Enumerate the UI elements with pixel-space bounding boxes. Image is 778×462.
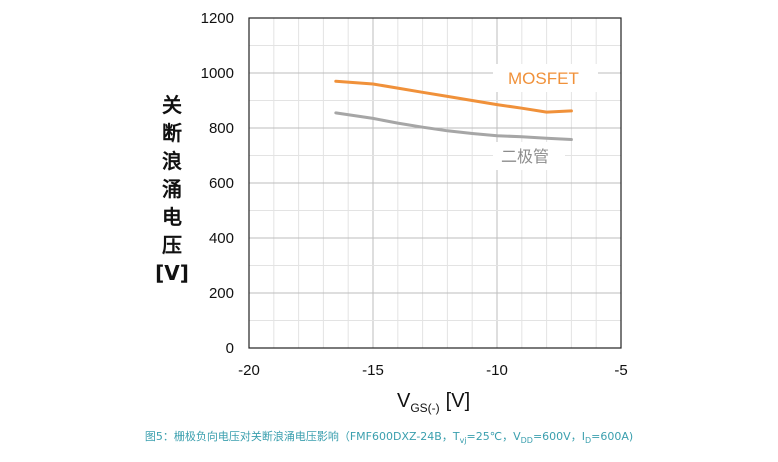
- x-tick-label: -5: [614, 362, 627, 379]
- y-axis-label-char: 压: [162, 233, 182, 257]
- y-axis-label-char: 涌: [162, 177, 182, 201]
- y-axis-label: 关断浪涌电压 [V]: [155, 93, 189, 285]
- y-tick-label: 1200: [201, 10, 234, 27]
- plot-area-frame: [248, 17, 622, 349]
- series-line-mosfet: [334, 79, 573, 114]
- chart: 0 200 400 600 800 1000 1200 -20 -15 -10 -5 关断浪涌电压…: [155, 10, 628, 415]
- y-axis-label-char: 浪: [162, 149, 182, 173]
- y-tick-label: 200: [209, 285, 234, 302]
- legend-mosfet-bg: [493, 64, 598, 92]
- x-tick-labels: -20 -15 -10 -5: [238, 362, 628, 379]
- x-tick-label: -10: [486, 362, 508, 379]
- caption-sub-vj: vj: [459, 436, 467, 446]
- y-tick-labels: 0 200 400 600 800 1000 1200: [201, 10, 234, 357]
- x-axis-label-text: VGS(-) [V]: [397, 390, 470, 415]
- caption-part4: =600A): [591, 430, 634, 443]
- caption-sub-d: D: [584, 436, 592, 446]
- y-tick-label: 600: [209, 175, 234, 192]
- caption-part3: =600V，I: [532, 430, 585, 443]
- legend-diode-bg: [493, 142, 565, 170]
- y-axis-label-char: 电: [162, 205, 182, 229]
- caption-part2: =25℃，V: [466, 430, 521, 443]
- x-tick-label: -20: [238, 362, 260, 379]
- x-axis-label: VGS(-) [V]: [397, 390, 470, 415]
- y-axis-label-char: [V]: [155, 261, 189, 285]
- caption-part1: 图5：栅极负向电压对关断浪涌电压影响（FMF600DXZ-24B，T: [144, 430, 460, 443]
- legend-label-mosfet: MOSFET: [508, 69, 579, 88]
- y-axis-label-char: 断: [162, 121, 182, 145]
- series-line-diode: [334, 111, 573, 141]
- y-tick-label: 800: [209, 120, 234, 137]
- y-tick-label: 0: [226, 340, 234, 357]
- figure-caption: 图5：栅极负向电压对关断浪涌电压影响（FMF600DXZ-24B，Tvj=25℃…: [0, 428, 778, 445]
- y-tick-label: 400: [209, 230, 234, 247]
- legend-label-diode: 二极管: [501, 147, 549, 166]
- caption-sub-dd: DD: [520, 436, 533, 446]
- legend: MOSFET 二极管: [493, 64, 598, 170]
- y-tick-label: 1000: [201, 65, 234, 82]
- series-layer: [334, 79, 573, 141]
- y-axis-label-char: 关: [162, 93, 182, 117]
- x-tick-label: -15: [362, 362, 384, 379]
